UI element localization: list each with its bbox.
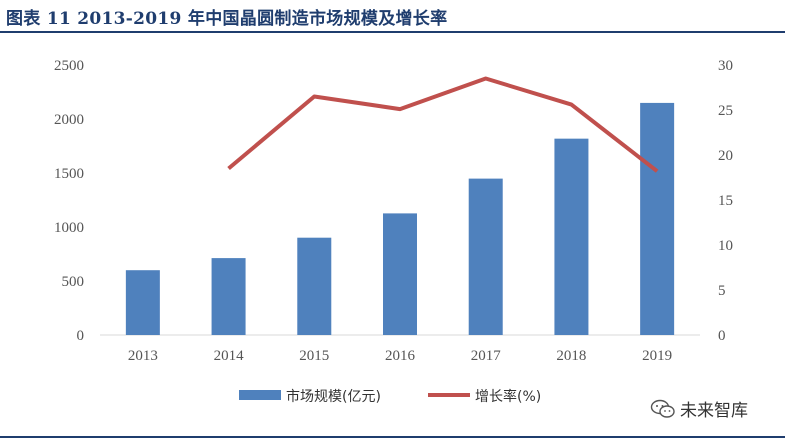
- x-tick-label: 2017: [471, 348, 502, 364]
- y-right-tick-label: 25: [718, 103, 733, 119]
- x-tick-label: 2015: [299, 348, 329, 364]
- title-divider: [0, 31, 785, 33]
- bar-series: [125, 102, 675, 336]
- legend-bar-label: 市场规模(亿元): [286, 388, 381, 405]
- legend-bar-swatch: [239, 390, 281, 400]
- bar: [468, 178, 503, 335]
- bar: [297, 237, 332, 335]
- bar: [554, 138, 589, 335]
- y-left-tick-label: 0: [77, 328, 85, 344]
- bar: [125, 270, 160, 335]
- x-tick-label: 2019: [642, 348, 672, 364]
- y-right-tick-label: 15: [718, 193, 733, 209]
- legend: 市场规模(亿元) 增长率(%): [239, 388, 541, 405]
- wechat-icon: [650, 399, 675, 418]
- y-left-tick-label: 1000: [54, 220, 84, 236]
- bar: [383, 213, 417, 335]
- x-tick-label: 2013: [128, 348, 158, 364]
- line-series: [227, 76, 659, 173]
- y-right-tick-label: 5: [718, 283, 726, 299]
- y-left-tick-label: 500: [62, 274, 85, 290]
- watermark-text: 未来智库: [680, 401, 748, 421]
- x-tick-label: 2016: [385, 348, 416, 364]
- x-tick-label: 2018: [556, 348, 586, 364]
- bar: [211, 258, 246, 335]
- x-tick-label: 2014: [214, 348, 245, 364]
- growth-line: [227, 76, 659, 173]
- axes: 0 500 1000 1500 2000 2500 0 5 10 15 20 25 30 2013 2014…: [54, 58, 733, 364]
- y-left-tick-label: 1500: [54, 166, 84, 182]
- y-right-tick-label: 30: [718, 58, 733, 74]
- legend-line-label: 增长率(%): [475, 388, 541, 405]
- y-left-tick-label: 2500: [54, 58, 84, 74]
- y-right-tick-label: 20: [718, 148, 733, 164]
- watermark: 未来智库: [650, 396, 748, 421]
- y-left-tick-label: 2000: [54, 112, 84, 128]
- y-right-tick-label: 0: [718, 328, 726, 344]
- y-right-tick-label: 10: [718, 238, 733, 254]
- bar: [640, 102, 675, 336]
- bottom-divider: [0, 436, 785, 438]
- chart-title: 图表 11 2013-2019 年中国晶圆制造市场规模及增长率: [6, 9, 448, 29]
